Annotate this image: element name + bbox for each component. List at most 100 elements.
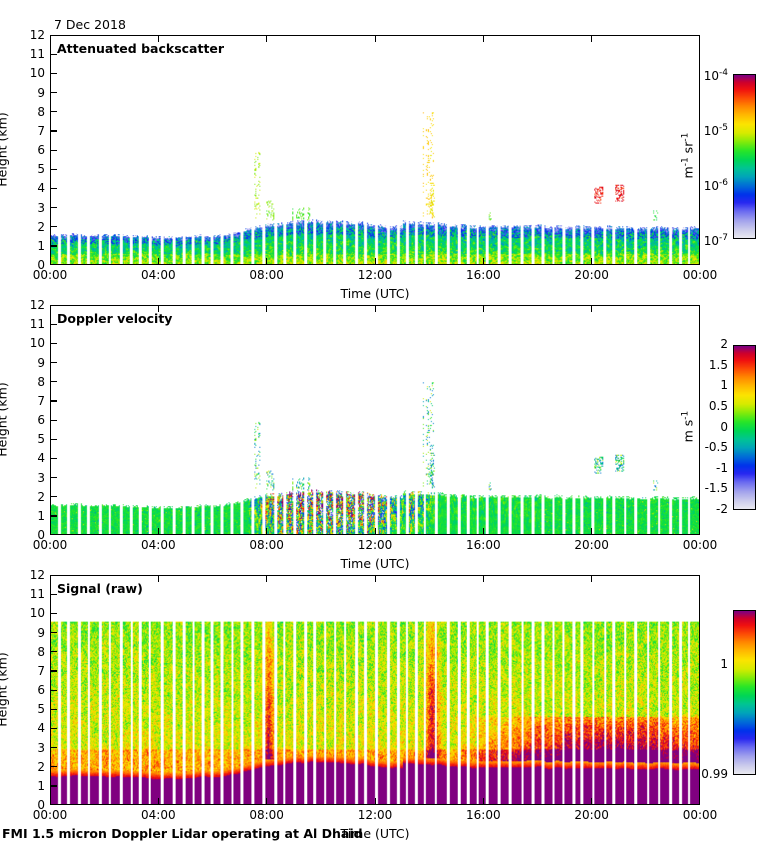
y-tick-mark xyxy=(51,708,57,710)
y-tick-label: 10 xyxy=(29,336,45,351)
y-tick-label: 4 xyxy=(37,181,45,196)
x-tick-label: 00:00 xyxy=(32,808,68,822)
y-tick-label: 2 xyxy=(37,759,45,774)
colorbar-tick-label: 10-4 xyxy=(703,68,728,83)
y-tick-mark xyxy=(51,419,57,421)
colorbar-tick-label: 0.5 xyxy=(708,398,728,413)
x-tick-mark-top xyxy=(482,576,485,582)
x-tick-mark xyxy=(482,258,485,264)
y-tick-mark xyxy=(51,477,57,479)
plot-area-doppler-velocity[interactable] xyxy=(50,305,700,535)
x-axis-title-panel2: Time (UTC) xyxy=(340,556,410,571)
x-tick-label: 00:00 xyxy=(32,538,68,552)
x-tick-mark-top xyxy=(482,306,485,312)
y-tick-label: 9 xyxy=(37,85,45,100)
x-tick-label: 12:00 xyxy=(357,808,393,822)
y-tick-mark xyxy=(51,245,57,247)
y-tick-label: 3 xyxy=(37,470,45,485)
heatmap-signal-raw xyxy=(51,576,699,804)
x-tick-mark xyxy=(157,528,160,534)
y-tick-mark xyxy=(51,323,57,325)
x-tick-label: 16:00 xyxy=(466,268,501,282)
x-tick-mark xyxy=(266,528,268,534)
y-tick-mark xyxy=(51,689,57,691)
y-tick-mark xyxy=(51,612,57,615)
colorbar-gradient-panel1 xyxy=(734,75,755,238)
y-tick-mark xyxy=(51,362,57,364)
y-tick-label: 11 xyxy=(29,47,45,62)
x-tick-label: 12:00 xyxy=(357,538,393,552)
y-tick-mark xyxy=(51,130,57,132)
x-tick-label: 20:00 xyxy=(574,268,609,282)
y-tick-label: 2 xyxy=(37,219,45,234)
x-tick-label: 00:00 xyxy=(682,538,718,552)
colorbar-doppler-velocity xyxy=(733,345,756,510)
y-tick-label: 9 xyxy=(37,355,45,370)
x-tick-mark-top xyxy=(374,576,376,582)
y-tick-label: 1 xyxy=(37,778,45,793)
panel-label-signal-raw: Signal (raw) xyxy=(57,581,143,596)
x-tick-mark-top xyxy=(374,36,376,42)
x-axis-title-panel1: Time (UTC) xyxy=(340,286,410,301)
y-tick-mark xyxy=(51,632,57,634)
y-tick-label: 0 xyxy=(37,258,45,272)
y-tick-mark xyxy=(51,381,57,383)
y-tick-label: 5 xyxy=(37,702,45,717)
y-tick-label: 1 xyxy=(37,508,45,523)
y-tick-label: 9 xyxy=(37,625,45,640)
y-tick-label: 8 xyxy=(37,374,45,389)
x-tick-mark-top xyxy=(266,36,268,42)
y-tick-label: 12 xyxy=(29,28,45,42)
x-tick-mark-top xyxy=(591,36,593,42)
x-tick-mark xyxy=(157,258,160,264)
y-tick-label: 7 xyxy=(37,123,45,138)
figure-date-title: 7 Dec 2018 xyxy=(54,17,126,32)
y-tick-mark xyxy=(51,515,57,517)
colorbar-tick-label: -1 xyxy=(716,460,728,475)
x-tick-mark-top xyxy=(591,576,593,582)
y-tick-mark xyxy=(51,670,57,672)
y-tick-label: 11 xyxy=(29,317,45,332)
y-tick-label: 3 xyxy=(37,200,45,215)
y-tick-label: 0 xyxy=(37,528,45,542)
colorbar-gradient-panel2 xyxy=(734,346,755,509)
x-tick-label: 08:00 xyxy=(249,808,284,822)
x-tick-mark-top xyxy=(266,576,268,582)
x-tick-mark-top xyxy=(374,306,376,312)
y-tick-label: 11 xyxy=(29,587,45,602)
colorbar-gradient-panel3 xyxy=(734,611,755,774)
panel-label-attenuated-backscatter: Attenuated backscatter xyxy=(57,41,225,56)
colorbar-tick-label: -1.5 xyxy=(704,481,728,496)
x-tick-mark xyxy=(157,798,160,804)
x-tick-mark xyxy=(482,528,485,534)
y-tick-mark xyxy=(51,457,57,460)
y-tick-label: 10 xyxy=(29,66,45,81)
colorbar-tick-label: 0.99 xyxy=(701,767,728,781)
x-tick-label: 12:00 xyxy=(357,268,393,282)
y-axis-title-panel1: Height (km) xyxy=(0,112,10,187)
y-tick-label: 5 xyxy=(37,162,45,177)
x-tick-label: 16:00 xyxy=(466,808,501,822)
y-tick-mark xyxy=(51,207,57,209)
x-tick-mark-top xyxy=(157,306,160,312)
y-tick-label: 2 xyxy=(37,489,45,504)
y-tick-label: 7 xyxy=(37,663,45,678)
colorbar-tick-label: 10-5 xyxy=(703,122,728,138)
y-tick-label: 8 xyxy=(37,104,45,119)
plot-area-signal-raw[interactable] xyxy=(50,575,700,805)
x-axis-title-panel3: Time (UTC) xyxy=(340,826,410,841)
y-tick-mark xyxy=(51,187,57,190)
y-tick-mark xyxy=(51,496,57,498)
y-tick-label: 6 xyxy=(37,413,45,427)
x-tick-mark xyxy=(374,528,376,534)
x-tick-label: 00:00 xyxy=(682,268,718,282)
x-tick-label: 00:00 xyxy=(682,808,718,822)
x-tick-mark xyxy=(591,258,593,264)
y-axis-title-panel2: Height (km) xyxy=(0,382,10,457)
y-tick-label: 5 xyxy=(37,432,45,447)
plot-area-attenuated-backscatter[interactable] xyxy=(50,35,700,265)
colorbar-signal-raw xyxy=(733,610,756,775)
x-tick-mark xyxy=(266,798,268,804)
x-tick-mark xyxy=(266,258,268,264)
